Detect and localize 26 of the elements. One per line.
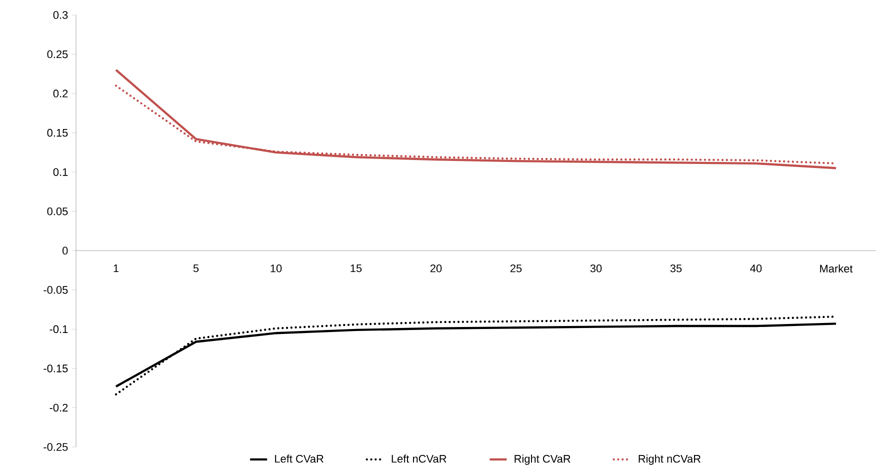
y-tick-label: 0.25 [47, 50, 68, 58]
legend-label: Left CVaR [275, 454, 324, 463]
y-tick-label: 0.1 [53, 168, 68, 176]
y-tick-label: 0.2 [53, 90, 68, 98]
y-tick-label: -0.1 [50, 325, 68, 334]
legend-label: Right CVaR [514, 454, 570, 465]
x-tick-label: 10 [270, 264, 282, 272]
y-tick-label: 0.05 [47, 207, 68, 216]
legend-label: Right nCVaR [638, 454, 701, 465]
x-tick-label: 1 [114, 264, 119, 272]
x-tick-label: 20 [430, 264, 442, 272]
x-tick-label: Market [820, 264, 853, 273]
y-tick-label: 0.3 [53, 11, 68, 19]
y-tick-label: -0.05 [44, 286, 68, 294]
x-tick-label: 5 [193, 264, 199, 272]
x-tick-label: 15 [350, 264, 362, 272]
y-tick-label: -0.2 [50, 404, 68, 412]
y-tick-label: 0.15 [47, 128, 68, 137]
x-tick-label: 25 [510, 264, 522, 272]
x-tick-label: 35 [670, 264, 682, 272]
y-tick-label: -0.15 [44, 364, 68, 372]
legend-label: Left nCVaR [392, 454, 446, 463]
x-tick-label: 30 [590, 264, 602, 272]
x-tick-label: 40 [750, 264, 762, 272]
y-tick-label: -0.25 [44, 443, 68, 451]
y-tick-label: 0 [62, 246, 68, 255]
